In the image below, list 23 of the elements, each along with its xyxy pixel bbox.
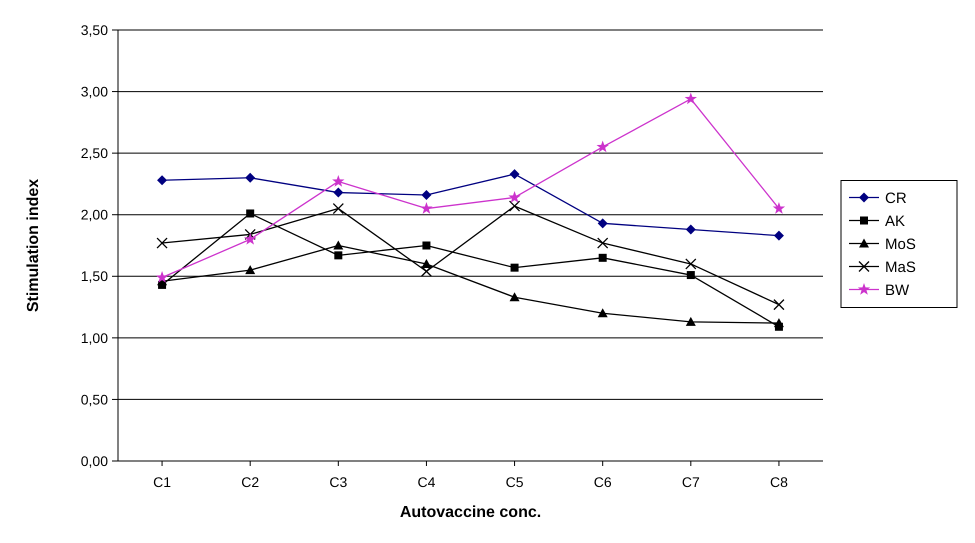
legend-label: MoS (885, 236, 916, 253)
y-tick-label: 0,50 (80, 391, 108, 408)
y-tick-label: 0,00 (80, 452, 108, 469)
x-tick-label: C2 (241, 474, 260, 490)
y-tick-label: 1,50 (80, 268, 108, 284)
x-tick-label: C6 (594, 474, 612, 490)
x-tick-label: C3 (329, 474, 348, 490)
x-axis-title: Autovaccine conc. (400, 504, 542, 521)
legend-label: CR (885, 190, 907, 207)
y-tick-label: 3,50 (80, 22, 108, 38)
y-tick-label: 1,00 (80, 330, 108, 346)
x-tick-label: C4 (417, 474, 436, 490)
legend-label: AK (885, 212, 906, 230)
x-tick-label: C8 (770, 474, 788, 490)
x-tick-label: C1 (153, 474, 172, 490)
x-tick-label: C5 (506, 474, 524, 490)
x-tick-label: C7 (682, 474, 700, 490)
legend-label: BW (885, 282, 910, 299)
y-axis-title: Stimulation index (25, 178, 42, 312)
y-tick-label: 2,00 (80, 206, 108, 223)
legend-label: MaS (885, 258, 916, 276)
y-tick-label: 3,00 (80, 83, 108, 100)
y-tick-label: 2,50 (80, 145, 108, 162)
